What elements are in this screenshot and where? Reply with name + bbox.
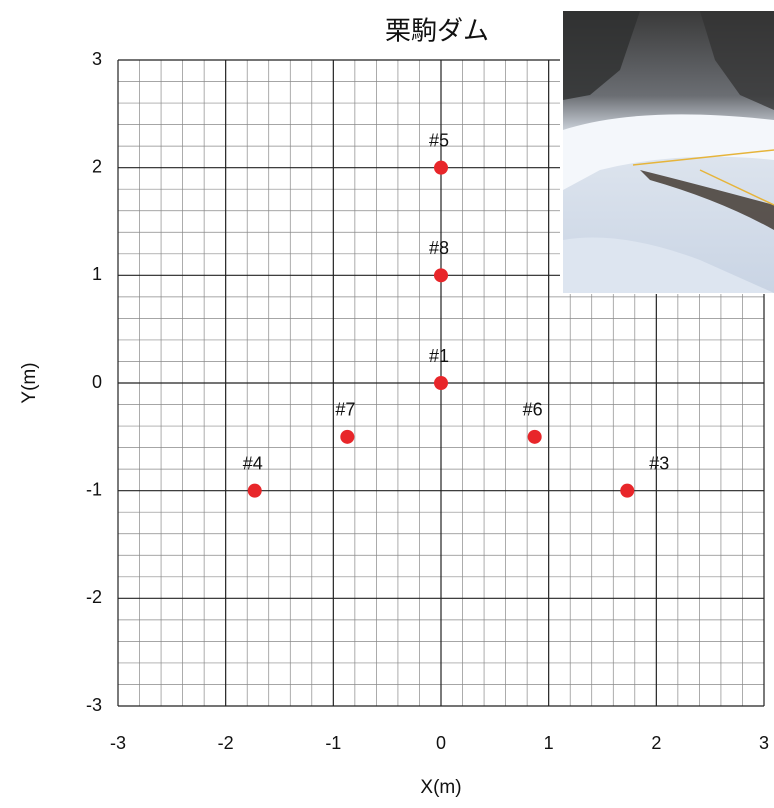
point-label: #7 bbox=[335, 400, 355, 420]
x-tick-label: 1 bbox=[544, 733, 554, 753]
y-tick-label: -1 bbox=[86, 479, 102, 499]
y-tick-label: -2 bbox=[86, 587, 102, 607]
photo-trees bbox=[563, 11, 640, 100]
photo-ditch bbox=[640, 170, 774, 230]
x-tick-label: 2 bbox=[651, 733, 661, 753]
grid bbox=[117, 59, 765, 707]
marks: #1 #3 #4 #5 #6 #7 #8 bbox=[243, 130, 669, 498]
chart-title: 栗駒ダム bbox=[385, 17, 489, 47]
point bbox=[434, 268, 448, 283]
point bbox=[434, 376, 448, 390]
x-tick-label: -3 bbox=[110, 733, 126, 753]
point-label: #5 bbox=[429, 130, 449, 150]
point-label: #1 bbox=[429, 346, 449, 366]
y-tick-label: 2 bbox=[92, 156, 102, 176]
photo-inset bbox=[560, 8, 774, 294]
point-label: #6 bbox=[523, 400, 543, 420]
point-label: #8 bbox=[429, 238, 449, 258]
point bbox=[527, 429, 542, 444]
photo-trees bbox=[700, 11, 774, 110]
photo-snow bbox=[563, 114, 774, 190]
y-tick-label: 0 bbox=[92, 372, 102, 392]
point bbox=[247, 483, 262, 498]
point bbox=[434, 160, 448, 175]
y-axis-label: Y(m) bbox=[19, 362, 40, 403]
y-tick-label: 1 bbox=[92, 264, 102, 284]
photo-lines bbox=[632, 149, 774, 206]
y-tick-label: 3 bbox=[92, 49, 102, 69]
x-tick-label: 3 bbox=[759, 733, 769, 753]
x-tick-label: -1 bbox=[325, 733, 341, 753]
point bbox=[340, 429, 355, 444]
x-tick-label: 0 bbox=[436, 733, 446, 753]
point bbox=[620, 483, 635, 498]
point-label: #3 bbox=[649, 453, 669, 473]
photo-snow bbox=[563, 237, 774, 293]
x-axis-label: X(m) bbox=[420, 777, 461, 798]
y-tick-label: -3 bbox=[86, 695, 102, 715]
x-tick-label: -2 bbox=[218, 733, 234, 753]
point-label: #4 bbox=[243, 453, 263, 473]
